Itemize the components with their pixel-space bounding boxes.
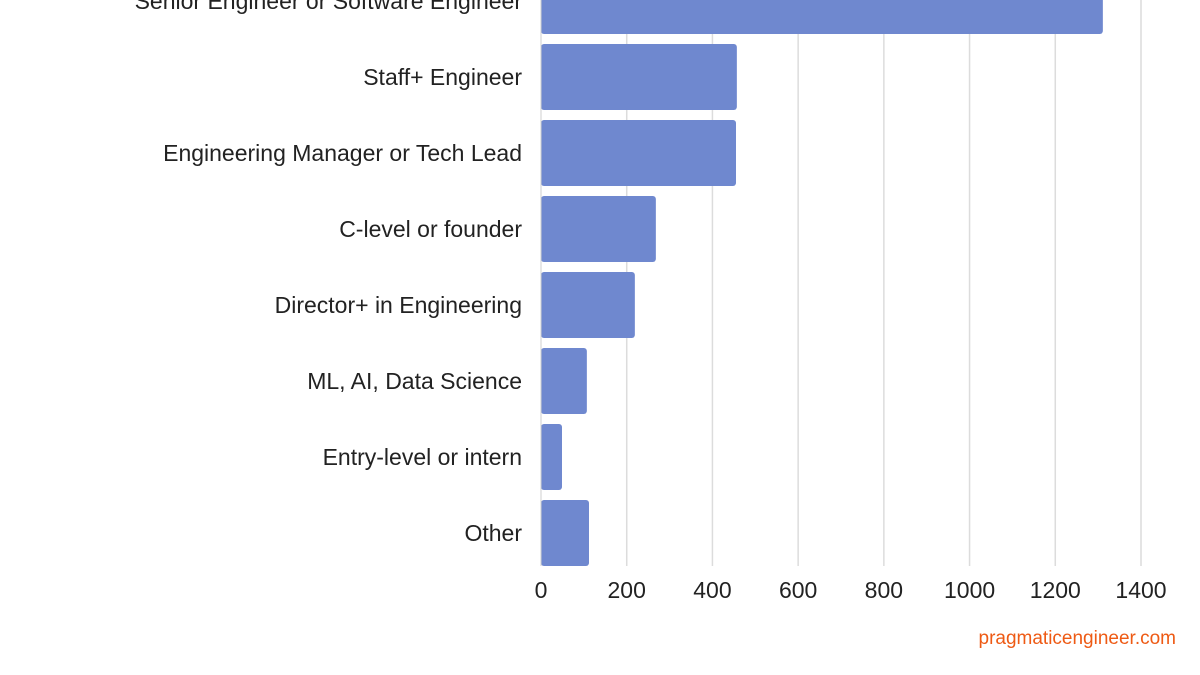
bar: [541, 424, 562, 490]
category-label: Director+ in Engineering: [275, 292, 522, 318]
category-label: Entry-level or intern: [323, 444, 522, 470]
category-label: Engineering Manager or Tech Lead: [163, 140, 522, 166]
x-tick-label: 800: [865, 577, 903, 603]
x-tick-label: 1000: [944, 577, 995, 603]
category-label: Staff+ Engineer: [363, 64, 522, 90]
bar: [541, 272, 635, 338]
category-label: ML, AI, Data Science: [307, 368, 522, 394]
x-tick-label: 600: [779, 577, 817, 603]
category-label: Other: [464, 520, 522, 546]
bar: [541, 500, 589, 566]
x-tick-label: 400: [693, 577, 731, 603]
bar: [541, 44, 737, 110]
bar: [541, 196, 656, 262]
x-tick-label: 1400: [1115, 577, 1166, 603]
watermark: pragmaticengineer.com: [978, 628, 1177, 649]
bar: [541, 348, 587, 414]
category-label: C-level or founder: [339, 216, 522, 242]
x-tick-label: 200: [608, 577, 646, 603]
x-tick-label: 0: [535, 577, 548, 603]
bar: [541, 0, 1103, 34]
category-label: Senior Engineer or Software Engineer: [135, 0, 523, 14]
bar: [541, 120, 736, 186]
x-tick-label: 1200: [1030, 577, 1081, 603]
